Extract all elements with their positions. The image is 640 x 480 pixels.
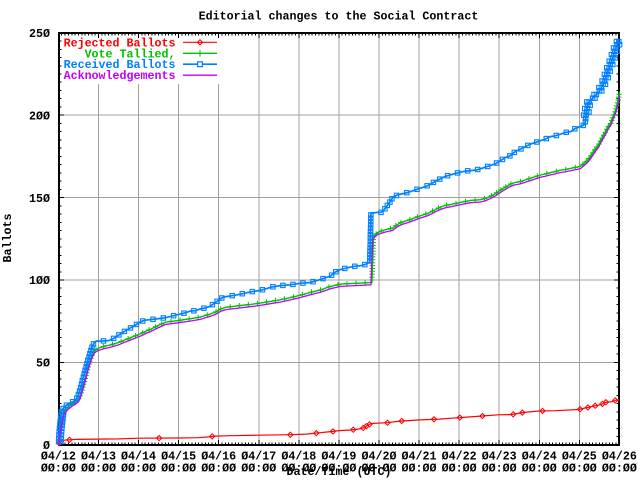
svg-text:Date/Time (UTC): Date/Time (UTC): [287, 465, 392, 479]
svg-text:Ø4/17: Ø4/17: [241, 450, 276, 464]
svg-text:ØØ:ØØ: ØØ:ØØ: [442, 462, 477, 476]
svg-text:Received Ballots: Received Ballots: [64, 58, 176, 72]
svg-text:Ø4/15: Ø4/15: [161, 450, 196, 464]
svg-text:Ø4/13: Ø4/13: [81, 450, 116, 464]
svg-text:Ø4/21: Ø4/21: [402, 450, 437, 464]
svg-text:ØØ:ØØ: ØØ:ØØ: [522, 462, 557, 476]
svg-text:ØØ:ØØ: ØØ:ØØ: [321, 462, 356, 476]
svg-text:Ø4/14: Ø4/14: [121, 450, 156, 464]
svg-text:Ø4/12: Ø4/12: [41, 450, 76, 464]
svg-text:1ØØ: 1ØØ: [29, 274, 50, 288]
svg-text:Ballots: Ballots: [1, 214, 15, 263]
svg-text:15Ø: 15Ø: [29, 192, 50, 206]
svg-text:Rejected Ballots: Rejected Ballots: [64, 36, 176, 50]
svg-text:5Ø: 5Ø: [36, 357, 50, 371]
svg-text:Editorial changes to the Socia: Editorial changes to the Social Contract: [199, 10, 479, 24]
svg-text:Ø4/2Ø: Ø4/2Ø: [361, 450, 396, 464]
svg-text:Vote Tallied,: Vote Tallied,: [85, 47, 176, 61]
svg-text:ØØ:ØØ: ØØ:ØØ: [562, 462, 597, 476]
svg-text:ØØ:ØØ: ØØ:ØØ: [161, 462, 196, 476]
svg-text:ØØ:ØØ: ØØ:ØØ: [121, 462, 156, 476]
svg-text:ØØ:ØØ: ØØ:ØØ: [241, 462, 276, 476]
svg-text:Ø: Ø: [43, 439, 50, 453]
svg-text:ØØ:ØØ: ØØ:ØØ: [81, 462, 116, 476]
svg-text:2ØØ: 2ØØ: [29, 109, 50, 123]
svg-text:25Ø: 25Ø: [29, 27, 50, 41]
svg-text:ØØ:ØØ: ØØ:ØØ: [281, 462, 316, 476]
svg-text:ØØ:ØØ: ØØ:ØØ: [482, 462, 517, 476]
svg-text:Ø4/19: Ø4/19: [321, 450, 356, 464]
svg-text:Ø4/18: Ø4/18: [281, 450, 316, 464]
svg-text:Ø4/16: Ø4/16: [201, 450, 236, 464]
svg-text:ØØ:ØØ: ØØ:ØØ: [361, 462, 396, 476]
svg-text:ØØ:ØØ: ØØ:ØØ: [201, 462, 236, 476]
svg-text:Ø4/24: Ø4/24: [522, 450, 557, 464]
svg-text:Acknowledgements: Acknowledgements: [64, 69, 176, 83]
svg-text:Ø4/26: Ø4/26: [602, 450, 637, 464]
svg-text:ØØ:ØØ: ØØ:ØØ: [41, 462, 76, 476]
svg-text:Ø4/23: Ø4/23: [482, 450, 517, 464]
svg-text:Ø4/22: Ø4/22: [442, 450, 477, 464]
svg-text:ØØ:ØØ: ØØ:ØØ: [402, 462, 437, 476]
svg-text:ØØ:ØØ: ØØ:ØØ: [602, 462, 637, 476]
svg-text:Ø4/25: Ø4/25: [562, 450, 597, 464]
